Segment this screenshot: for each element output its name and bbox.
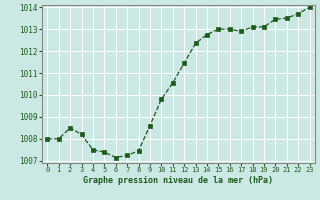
X-axis label: Graphe pression niveau de la mer (hPa): Graphe pression niveau de la mer (hPa) xyxy=(84,176,273,185)
